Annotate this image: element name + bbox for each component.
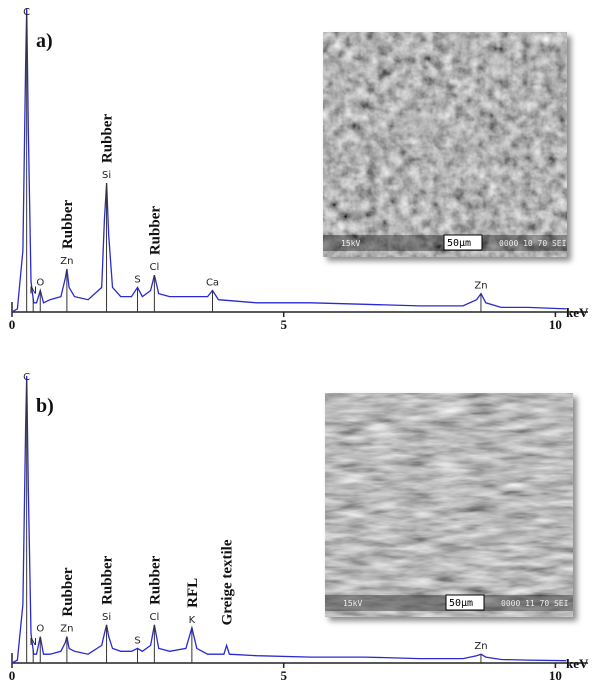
peak-label: N [29,637,36,648]
peak-label: Ca [206,278,219,289]
annotation: Rubber [100,555,116,605]
peak-label: Zn [60,624,73,635]
peak-label: C [23,7,30,18]
peak-label: Zn [60,256,73,267]
x-tick-label: 5 [280,317,287,332]
micrograph-text: 15kV [341,239,360,248]
peak-label: S [134,274,140,285]
micrograph-image [323,32,567,257]
peak-label: Zn [474,641,487,652]
peak-label: N [29,285,36,296]
peak-label: O [36,624,44,635]
annotation: Rubber [60,567,76,617]
x-axis-label: keV [566,305,589,320]
peak-label: Si [102,612,111,623]
x-tick-label: 10 [549,317,562,332]
scale-box [443,234,483,251]
annotation: Greige textile [220,539,236,625]
micrograph-image [325,393,573,617]
micrograph-text: 50µm [449,598,473,609]
micrograph-text: 50µm [447,238,471,249]
annotation: Rubber [60,200,76,250]
peak-label: Cl [149,262,159,273]
micrograph: 15kV 50µm 0000 10 70 SEI [323,32,567,257]
micrograph: 15kV 50µm 0000 11 70 SEI [325,393,573,617]
peak-label: K [189,615,196,626]
panel-label: b) [36,395,54,417]
peak-label: Cl [149,612,159,623]
micrograph-text: 0000 11 70 SEI [501,599,569,608]
x-tick-label: 0 [9,668,16,683]
x-tick-label: 10 [549,668,562,683]
peak-label: O [36,278,44,289]
annotation: Rubber [147,555,163,605]
annotation: RFL [185,578,201,608]
panel-label: a) [36,30,53,52]
spectrum [11,8,567,313]
spectrum [11,375,567,664]
scale-box [445,594,485,611]
x-axis-label: keV [566,656,589,671]
annotation: Rubber [147,206,163,256]
peak-label: Si [102,170,111,181]
peak-label: C [23,372,30,383]
micrograph-text: 0000 10 70 SEI [499,239,567,248]
x-tick-label: 0 [9,317,16,332]
x-tick-label: 5 [280,668,287,683]
micrograph-text: 15kV [343,599,362,608]
peak-label: S [134,635,140,646]
annotation: Rubber [100,114,116,164]
peak-label: Zn [474,281,487,292]
